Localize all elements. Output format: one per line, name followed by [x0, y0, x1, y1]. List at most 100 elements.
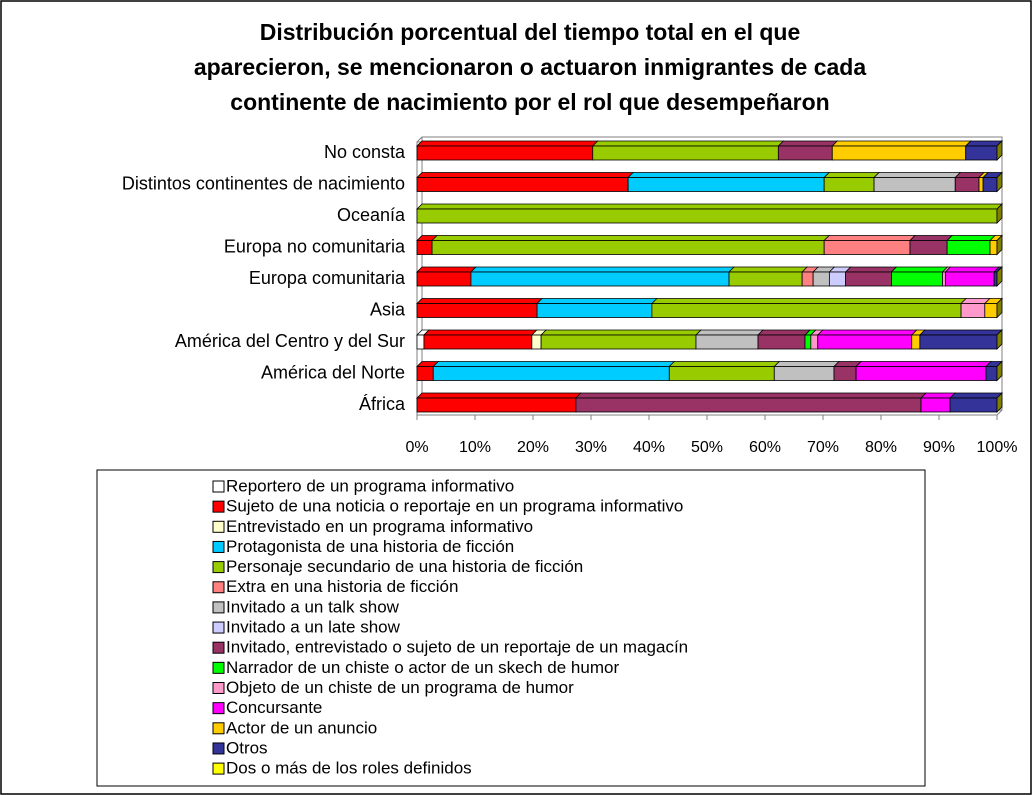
bar-face [855, 361, 992, 367]
bar-end [996, 360, 1003, 382]
bar-face [416, 392, 582, 399]
bar-segment [757, 329, 811, 350]
bar-face [728, 271, 803, 287]
y-tick-label: Asia [370, 299, 406, 319]
y-tick-label: Europa no comunitaria [224, 236, 406, 256]
bar-segment [920, 392, 956, 413]
bar-face [650, 298, 968, 304]
bar-segment [695, 329, 765, 350]
bar-segment [416, 266, 477, 287]
y-tick-label: América del Norte [261, 362, 405, 382]
bar-face [422, 329, 538, 336]
bar-face [920, 397, 951, 413]
bar-segment [816, 329, 918, 350]
legend-label: Narrador de un chiste o actor de un skec… [226, 658, 619, 677]
legend-swatch [212, 702, 225, 715]
bar-segment [536, 298, 658, 318]
bar-face [873, 177, 956, 192]
legend-swatch [212, 682, 225, 694]
bar-face [416, 366, 434, 381]
legend-swatch [212, 581, 225, 594]
bar-face [804, 334, 812, 350]
bar-segment [650, 298, 968, 318]
chart-title: Distribución porcentual del tiempo total… [260, 19, 801, 45]
bar-face [946, 235, 997, 241]
bar-face [627, 177, 825, 192]
bar-segment [828, 266, 852, 287]
bar-face [627, 172, 831, 178]
legend-swatch [212, 621, 225, 634]
legend-swatch [212, 540, 225, 553]
bar-face [416, 240, 433, 255]
bar-end [996, 234, 1003, 256]
x-tick-label: 100% [977, 439, 1018, 456]
bar-face [918, 329, 1003, 336]
bar-face [540, 334, 697, 350]
legend-swatch [212, 561, 225, 574]
legend-label: Reportero de un programa informativo [226, 476, 514, 495]
bar-segment [823, 172, 881, 192]
bar-segment [954, 172, 985, 192]
bar-face [470, 271, 730, 287]
legend-label: Otros [226, 738, 268, 757]
legend-label: Concursante [226, 698, 322, 717]
bar-face [946, 240, 991, 255]
bar-segment [833, 361, 863, 381]
bar-segment [416, 298, 544, 318]
legend-label: Sujeto de una noticia o reportaje en un … [226, 497, 683, 516]
y-tick-label: Oceanía [337, 205, 406, 225]
bar-face [831, 140, 972, 147]
x-tick-label: 10% [459, 439, 491, 456]
legend-swatch [212, 480, 225, 493]
bar-segment [944, 266, 1001, 287]
bar-face [536, 303, 653, 318]
y-tick-label: No consta [324, 142, 406, 162]
legend-label: Protagonista de una historia de ficción [226, 537, 514, 556]
bar-face [416, 266, 477, 273]
bar-face [985, 366, 998, 381]
bar-face [531, 334, 542, 350]
bar-face [668, 361, 781, 367]
bar-face [954, 177, 980, 192]
bar-face [949, 392, 1003, 399]
bar-segment [416, 361, 440, 381]
bar-face [816, 329, 918, 336]
chart-title: aparecieron, se mencionaron o actuaron i… [194, 54, 867, 80]
bar-segment [960, 298, 991, 318]
x-tick-label: 30% [575, 439, 607, 456]
legend-swatch [212, 661, 225, 674]
bar-face [833, 366, 857, 381]
bar-face [890, 266, 949, 273]
bar-segment [540, 329, 702, 350]
x-tick-label: 90% [923, 439, 955, 456]
bar-segment [416, 140, 599, 161]
bar-segment [855, 361, 992, 381]
bar-face [920, 392, 956, 399]
bar-face [810, 334, 819, 350]
bar-face [757, 334, 806, 350]
legend-swatch [212, 722, 225, 735]
bar-segment [591, 140, 785, 161]
bar-segment [728, 266, 809, 287]
legend-box [96, 469, 926, 787]
bar-face [592, 145, 779, 161]
bar-end [996, 329, 1003, 350]
bar-face [942, 271, 946, 287]
bar-face [668, 366, 775, 381]
bar-segment [416, 392, 582, 413]
bar-segment [422, 329, 538, 350]
bar-face [575, 397, 922, 413]
bar-face [432, 361, 676, 367]
legend-swatch [212, 500, 225, 513]
x-tick-label: 0% [405, 439, 428, 456]
legend-swatch [212, 742, 225, 755]
legend-swatch [212, 762, 225, 775]
legend-label: Actor de un anuncio [226, 718, 377, 737]
legend-swatch [212, 641, 225, 654]
bar-segment [823, 235, 916, 255]
bar-segment [777, 140, 839, 161]
bar-face [801, 271, 814, 287]
bar-face [416, 334, 425, 350]
bar-segment [909, 235, 954, 255]
